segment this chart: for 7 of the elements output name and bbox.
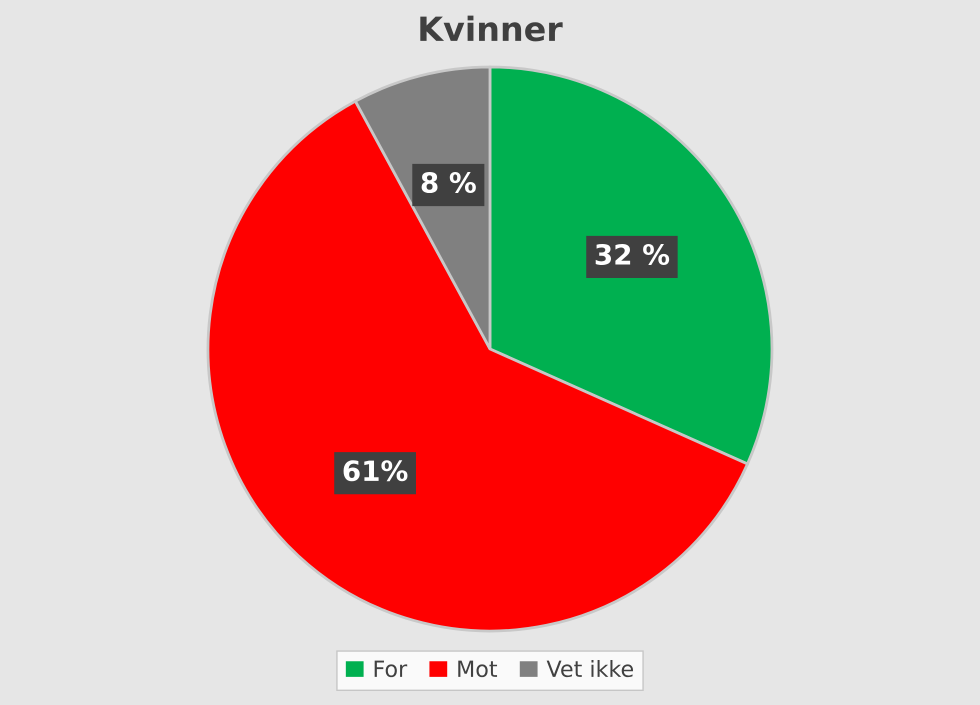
data-label: 61% <box>344 460 408 482</box>
data-label: 8 % <box>422 172 476 194</box>
legend-label: For <box>374 660 408 678</box>
legend-label: Mot <box>458 660 498 678</box>
chart-title: Kvinner <box>420 16 563 42</box>
legend-label: Vet ikke <box>546 660 633 678</box>
data-label: 32 % <box>596 244 670 265</box>
